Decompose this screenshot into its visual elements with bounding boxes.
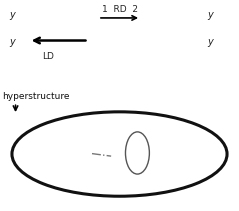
Text: y: y xyxy=(207,10,213,20)
Text: LD: LD xyxy=(42,53,54,61)
Text: 1  RD  2: 1 RD 2 xyxy=(102,5,137,14)
Text: y: y xyxy=(9,37,15,47)
Text: hyperstructure: hyperstructure xyxy=(2,92,70,100)
Text: y: y xyxy=(207,37,213,47)
Text: y: y xyxy=(9,10,15,20)
